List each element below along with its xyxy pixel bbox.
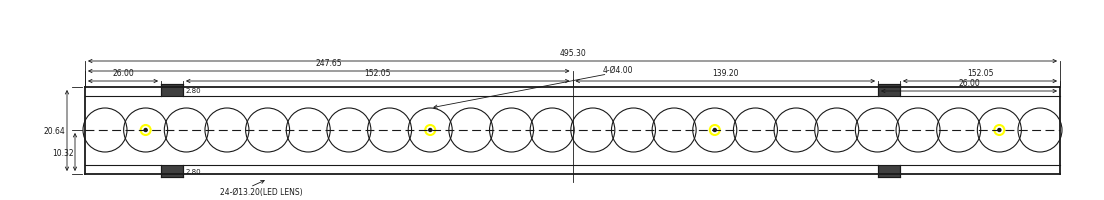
Bar (161, 85, 183, 97)
Bar (878, 165, 900, 177)
Text: 10.32: 10.32 (52, 148, 74, 157)
Text: 20.64: 20.64 (43, 126, 65, 135)
Text: 152.05: 152.05 (967, 69, 994, 78)
Circle shape (713, 129, 716, 132)
Text: 26.00: 26.00 (113, 69, 134, 78)
Circle shape (428, 129, 432, 132)
Text: 4-Ø4.00: 4-Ø4.00 (603, 66, 633, 75)
Text: 2.80: 2.80 (185, 168, 202, 174)
Text: 139.20: 139.20 (712, 69, 739, 78)
Text: 24-Ø13.20(LED LENS): 24-Ø13.20(LED LENS) (220, 187, 302, 196)
Text: 495.30: 495.30 (559, 49, 586, 58)
Text: 247.65: 247.65 (316, 59, 342, 68)
Bar (161, 165, 183, 177)
Circle shape (145, 129, 147, 132)
Bar (878, 85, 900, 97)
Text: 26.00: 26.00 (958, 79, 980, 88)
Circle shape (998, 129, 1001, 132)
Text: 2.80: 2.80 (185, 88, 202, 94)
Text: 152.05: 152.05 (364, 69, 391, 78)
